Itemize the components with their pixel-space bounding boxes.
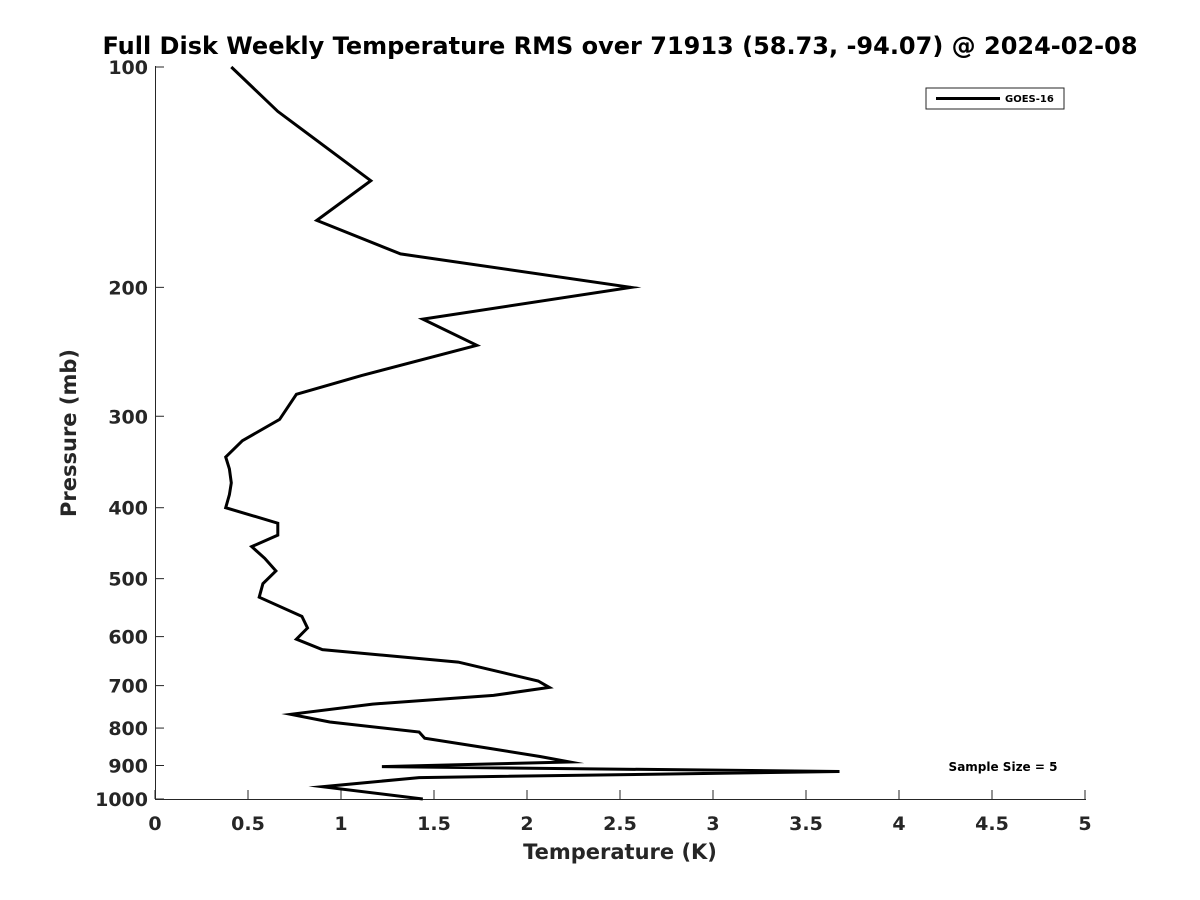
y-axis-label: Pressure (mb) — [57, 349, 81, 517]
chart-title: Full Disk Weekly Temperature RMS over 71… — [102, 32, 1137, 60]
y-tick-label: 800 — [108, 718, 148, 740]
legend: GOES-16 — [925, 87, 1065, 110]
y-tick-label: 200 — [108, 277, 148, 299]
x-tick-label: 4 — [892, 813, 905, 835]
x-tick-label: 3.5 — [789, 813, 823, 835]
y-tick-label: 300 — [108, 406, 148, 428]
x-tick-label: 0 — [148, 813, 161, 835]
sample-size-annotation: Sample Size = 5 — [949, 760, 1058, 774]
y-tick-label: 900 — [108, 756, 148, 778]
x-tick-label: 2 — [520, 813, 533, 835]
series-layer — [223, 65, 840, 801]
y-tick-label: 1000 — [95, 789, 148, 811]
y-tick-label: 100 — [108, 57, 148, 79]
x-tick-label: 1.5 — [417, 813, 451, 835]
x-tick-label: 3 — [706, 813, 719, 835]
y-tick-label: 700 — [108, 676, 148, 698]
x-tick-label: 1 — [334, 813, 347, 835]
x-tick-label: 5 — [1078, 813, 1091, 835]
y-tick-label: 500 — [108, 569, 148, 591]
y-ticks: 100 200 300 400 500 600 700 800 900 1000 — [95, 57, 164, 811]
legend-label-goes-16: GOES-16 — [1005, 94, 1054, 105]
x-tick-label: 4.5 — [975, 813, 1009, 835]
y-tick-label: 400 — [108, 498, 148, 520]
x-ticks: 0 0.5 1 1.5 2 2.5 3 3.5 4 4.5 5 — [148, 790, 1092, 835]
axes — [155, 66, 1086, 800]
series-line-goes-16 — [223, 65, 840, 801]
y-tick-label: 600 — [108, 627, 148, 649]
x-tick-label: 2.5 — [603, 813, 637, 835]
x-tick-label: 0.5 — [231, 813, 265, 835]
x-axis-label: Temperature (K) — [523, 840, 717, 864]
